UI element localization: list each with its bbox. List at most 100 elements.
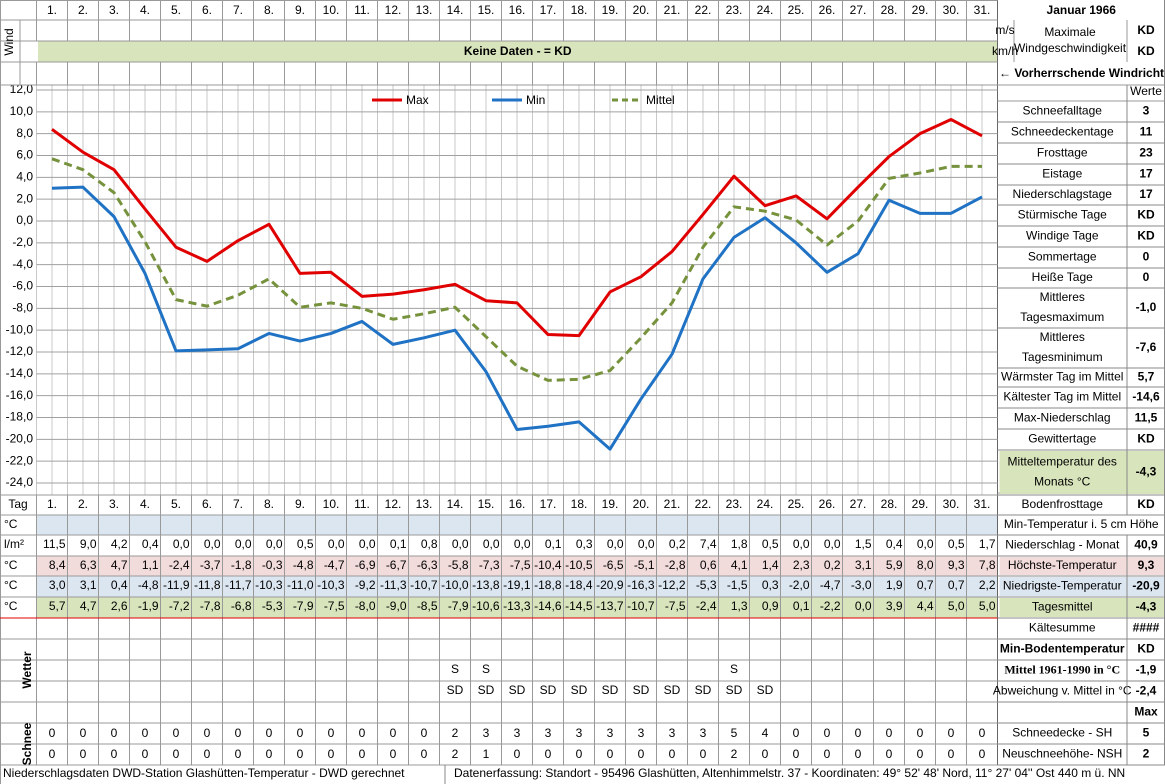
y-tick-label: -8,0 bbox=[12, 301, 33, 315]
temperature-value: -13,3 bbox=[503, 599, 531, 613]
snow-value: 2 bbox=[452, 747, 459, 761]
y-tick-label: 8,0 bbox=[16, 126, 33, 140]
temperature-value: -5,1 bbox=[634, 558, 655, 572]
precipitation-value: 0,0 bbox=[514, 537, 531, 551]
snow-value: 0 bbox=[111, 726, 118, 740]
weather-code: SD bbox=[602, 683, 619, 697]
precipitation-value: 9,0 bbox=[80, 537, 97, 551]
weather-code: SD bbox=[695, 683, 712, 697]
day-number: 22. bbox=[695, 3, 712, 17]
temperature-value: 4,7 bbox=[80, 599, 97, 613]
temperature-value: 3,1 bbox=[855, 558, 872, 572]
day-number: 20. bbox=[633, 3, 650, 17]
snow-value: 5 bbox=[731, 726, 738, 740]
snow-value: 0 bbox=[421, 747, 428, 761]
day-number: 6. bbox=[202, 3, 212, 17]
summary-label: Min-Temperatur i. 5 cm Höhe bbox=[1004, 517, 1159, 531]
day-number: 22. bbox=[695, 497, 712, 511]
snow-value: 0 bbox=[173, 726, 180, 740]
weather-code: SD bbox=[509, 683, 526, 697]
summary-value: 23 bbox=[1139, 146, 1153, 160]
day-number: 21. bbox=[664, 497, 681, 511]
series-line bbox=[51, 157, 982, 382]
temperature-value: -1,8 bbox=[231, 558, 252, 572]
summary-label: Eistage bbox=[1042, 167, 1082, 181]
cell-fill bbox=[999, 598, 1164, 617]
snow-value: 0 bbox=[855, 726, 862, 740]
snow-value: 0 bbox=[576, 747, 583, 761]
day-number: 19. bbox=[602, 3, 619, 17]
temperature-value: -8,5 bbox=[417, 599, 438, 613]
temperature-value: -18,8 bbox=[534, 578, 562, 592]
cell-fill bbox=[999, 577, 1164, 596]
summary-label: Frosttage bbox=[1037, 146, 1088, 160]
snow-value: 0 bbox=[762, 747, 769, 761]
day-number: 15. bbox=[478, 3, 495, 17]
y-tick-label: -14,0 bbox=[6, 366, 34, 380]
precipitation-value: 0,0 bbox=[328, 537, 345, 551]
temperature-value: -8,0 bbox=[355, 599, 376, 613]
wind-label: Wind bbox=[2, 28, 16, 55]
wetter-label: Wetter bbox=[20, 651, 34, 688]
summary-label: Kältesumme bbox=[1029, 621, 1096, 635]
day-number: 3. bbox=[109, 497, 119, 511]
temperature-value: -10,4 bbox=[534, 558, 562, 572]
summary-value: 2 bbox=[1143, 747, 1150, 761]
snow-value: 0 bbox=[607, 747, 614, 761]
day-number: 18. bbox=[571, 497, 588, 511]
summary-value: 17 bbox=[1139, 167, 1153, 181]
y-tick-label: -10,0 bbox=[6, 322, 34, 336]
summary-value: 11,5 bbox=[1135, 411, 1158, 425]
schnee-label: Schnee bbox=[20, 722, 34, 765]
temperature-value: -9,2 bbox=[355, 578, 376, 592]
summary-value: 5,7 bbox=[1138, 370, 1155, 384]
temperature-value: -7,8 bbox=[200, 599, 221, 613]
precipitation-value: 0,4 bbox=[886, 537, 903, 551]
temperature-value: -14,5 bbox=[565, 599, 593, 613]
precipitation-value: 7,4 bbox=[700, 537, 717, 551]
wind-max-value: KD bbox=[1137, 44, 1155, 58]
summary-label: Heiße Tage bbox=[1032, 270, 1093, 284]
unit-label: °C bbox=[4, 517, 18, 531]
precipitation-value: 0,0 bbox=[173, 537, 190, 551]
cell-fill bbox=[999, 451, 1164, 494]
precipitation-value: 0,8 bbox=[421, 537, 438, 551]
temperature-value: -7,9 bbox=[293, 599, 314, 613]
temperature-value: 1,1 bbox=[142, 558, 159, 572]
temperature-value: -19,1 bbox=[503, 578, 531, 592]
temperature-value: -11,9 bbox=[163, 578, 190, 592]
temperature-value: 4,1 bbox=[731, 558, 748, 572]
summary-value: KD bbox=[1137, 208, 1155, 222]
summary-label: Niederschlagstage bbox=[1013, 187, 1113, 201]
summary-label: Mitteltemperatur des bbox=[1008, 455, 1117, 469]
precipitation-value: 11,5 bbox=[43, 537, 66, 551]
precipitation-value: 0,0 bbox=[917, 537, 934, 551]
temperature-value: 0,7 bbox=[948, 578, 965, 592]
day-number: 17. bbox=[540, 3, 557, 17]
temperature-value: 8,4 bbox=[49, 558, 66, 572]
y-tick-label: -18,0 bbox=[6, 410, 34, 424]
day-number: 4. bbox=[140, 3, 150, 17]
precipitation-value: 0,2 bbox=[669, 537, 686, 551]
temperature-value: 0,7 bbox=[917, 578, 934, 592]
snow-value: 0 bbox=[297, 726, 304, 740]
day-number: 7. bbox=[233, 497, 243, 511]
summary-label: Schneedeckentage bbox=[1011, 125, 1114, 139]
day-number: 28. bbox=[881, 497, 898, 511]
day-number: 9. bbox=[295, 3, 305, 17]
temperature-value: 5,0 bbox=[979, 599, 996, 613]
temperature-value: -6,7 bbox=[386, 558, 407, 572]
day-number: 31. bbox=[974, 3, 991, 17]
cell-fill bbox=[36, 597, 998, 618]
unit-label: °C bbox=[4, 558, 18, 572]
weather-code: SD bbox=[757, 683, 774, 697]
temperature-value: -11,8 bbox=[194, 578, 221, 592]
day-number: 12. bbox=[385, 497, 402, 511]
temperature-value: -10,6 bbox=[472, 599, 500, 613]
day-number: 3. bbox=[109, 3, 119, 17]
snow-value: 0 bbox=[173, 747, 180, 761]
precipitation-value: 0,0 bbox=[359, 537, 376, 551]
snow-value: 0 bbox=[917, 747, 924, 761]
snow-value: 3 bbox=[638, 726, 645, 740]
